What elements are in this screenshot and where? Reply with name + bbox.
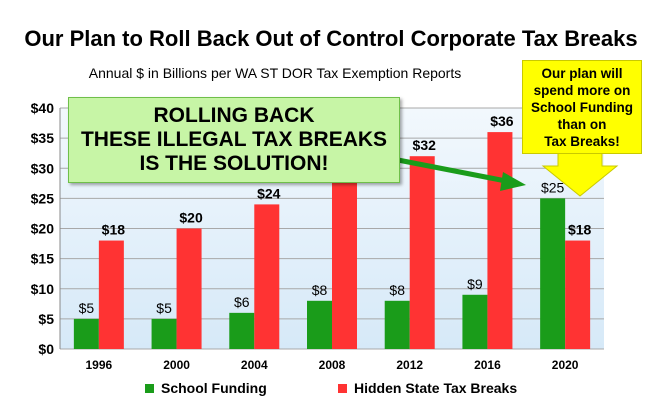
bar-tax-breaks xyxy=(332,174,357,349)
bar-school-funding xyxy=(73,318,99,349)
y-tick-label: $35 xyxy=(31,130,55,146)
arrow-shaft xyxy=(397,157,507,184)
legend-label: Hidden State Tax Breaks xyxy=(354,380,517,396)
plan-note-box: Our plan will spend more on School Fundi… xyxy=(522,60,642,154)
data-label-school-funding: $9 xyxy=(467,276,483,292)
y-tick-label: $0 xyxy=(38,341,54,357)
bar-school-funding xyxy=(540,198,566,349)
x-tick-label: 2004 xyxy=(241,358,268,372)
data-label-school-funding: $8 xyxy=(389,282,405,298)
bar-school-funding xyxy=(151,318,177,349)
y-tick-label: $10 xyxy=(31,281,55,297)
bar-school-funding xyxy=(229,312,255,349)
bar-tax-breaks xyxy=(487,132,513,349)
y-tick-label: $15 xyxy=(31,251,55,267)
data-label-school-funding: $8 xyxy=(312,282,328,298)
x-tick-label: 2000 xyxy=(163,358,190,372)
bar-tax-breaks xyxy=(409,156,435,349)
data-label-school-funding: $25 xyxy=(541,179,565,195)
data-label-school-funding: $5 xyxy=(156,300,172,316)
data-label-school-funding: $5 xyxy=(79,300,95,316)
legend-swatch xyxy=(338,384,347,393)
y-tick-label: $30 xyxy=(31,160,55,176)
rolling-back-callout: ROLLING BACK THESE ILLEGAL TAX BREAKS IS… xyxy=(68,97,400,183)
y-tick-label: $5 xyxy=(38,311,54,327)
data-label-tax-breaks: $36 xyxy=(490,113,514,129)
data-label-tax-breaks: $20 xyxy=(179,210,203,226)
plan-note-line-2: spend more on xyxy=(533,82,631,98)
callout-line-3: IS THE SOLUTION! xyxy=(139,152,329,175)
x-tick-label: 2012 xyxy=(396,358,423,372)
data-label-tax-breaks: $18 xyxy=(102,222,126,238)
x-tick-label: 2016 xyxy=(474,358,501,372)
chart-subtitle: Annual $ in Billions per WA ST DOR Tax E… xyxy=(88,65,462,81)
y-tick-label: $20 xyxy=(31,221,55,237)
bar-school-funding xyxy=(384,300,410,349)
x-tick-label: 2020 xyxy=(552,358,579,372)
plan-note-line-5: Tax Breaks! xyxy=(544,133,620,149)
plan-note-line-3: School Funding xyxy=(531,99,633,115)
bar-tax-breaks xyxy=(565,240,591,349)
callout-line-1: ROLLING BACK xyxy=(153,104,315,127)
data-label-school-funding: $6 xyxy=(234,294,250,310)
yellow-down-arrow xyxy=(541,151,619,197)
y-tick-label: $40 xyxy=(31,100,55,116)
legend-label: School Funding xyxy=(161,380,267,396)
data-label-tax-breaks: $18 xyxy=(568,222,592,238)
x-tick-label: 2008 xyxy=(319,358,346,372)
data-label-tax-breaks: $32 xyxy=(413,137,437,153)
bar-tax-breaks xyxy=(176,228,202,349)
legend-swatch xyxy=(145,384,154,393)
arrow-head xyxy=(500,172,526,191)
plan-note-line-4: than on xyxy=(557,116,607,132)
x-tick-label: 1996 xyxy=(86,358,113,372)
callout-line-2: THESE ILLEGAL TAX BREAKS xyxy=(80,128,388,151)
bar-tax-breaks xyxy=(254,204,280,349)
bar-tax-breaks xyxy=(98,240,124,349)
chart-title: Our Plan to Roll Back Out of Control Cor… xyxy=(24,26,638,51)
bar-school-funding xyxy=(462,294,488,349)
y-tick-label: $25 xyxy=(31,190,55,206)
bar-school-funding xyxy=(307,300,332,349)
plan-note-line-1: Our plan will xyxy=(541,65,623,81)
data-label-tax-breaks: $24 xyxy=(257,185,281,201)
